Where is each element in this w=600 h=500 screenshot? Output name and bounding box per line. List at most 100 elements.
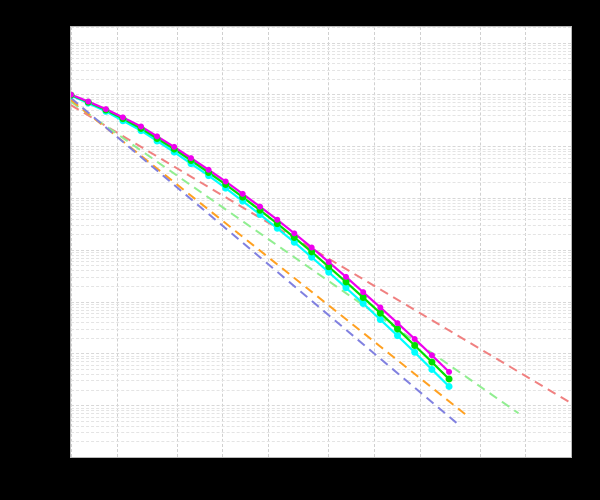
gridline-horizontal: [71, 54, 571, 56]
gridline-horizontal: [71, 151, 571, 153]
data-marker: [154, 133, 161, 140]
data-marker: [446, 368, 453, 375]
gridline-horizontal: [71, 368, 571, 370]
gridline-horizontal: [71, 249, 571, 251]
gridline-horizontal: [71, 286, 571, 287]
gridline-horizontal: [71, 420, 571, 422]
gridline-horizontal: [71, 313, 571, 315]
gridline-horizontal: [71, 364, 571, 366]
gridline-vertical: [71, 27, 72, 457]
gridline-horizontal: [71, 337, 571, 339]
gridline-horizontal: [71, 413, 571, 415]
gridline-horizontal: [71, 213, 571, 215]
gridline-horizontal: [71, 234, 571, 236]
data-marker: [343, 273, 349, 280]
gridline-horizontal: [71, 261, 571, 263]
gridline-horizontal: [71, 410, 571, 412]
gridline-horizontal: [71, 225, 571, 227]
data-marker: [376, 309, 384, 317]
data-marker: [376, 316, 384, 324]
reference-line-ref-lightgreen: [71, 100, 520, 415]
data-marker: [428, 365, 436, 373]
data-marker: [291, 230, 298, 237]
marker-group-series-green: [71, 91, 453, 383]
data-marker: [359, 294, 367, 301]
gridline-horizontal: [71, 206, 571, 208]
gridline-horizontal: [71, 200, 571, 202]
gridline-horizontal: [71, 425, 571, 427]
data-marker: [119, 114, 126, 121]
gridline-horizontal: [71, 42, 571, 44]
gridline-horizontal: [71, 154, 571, 156]
gridline-horizontal: [71, 389, 571, 391]
gridline-vertical: [116, 27, 118, 457]
gridline-horizontal: [71, 218, 571, 220]
gridline-horizontal: [71, 115, 571, 116]
gridline-horizontal: [71, 276, 571, 278]
plot-area: [70, 26, 572, 458]
gridline-horizontal: [71, 257, 571, 259]
gridline-horizontal: [71, 130, 571, 132]
gridline-horizontal: [71, 69, 571, 71]
data-marker: [445, 382, 453, 390]
gridline-horizontal: [71, 105, 571, 107]
data-marker: [274, 216, 281, 223]
data-marker: [359, 299, 367, 307]
gridline-horizontal: [71, 78, 571, 80]
gridline-horizontal: [71, 416, 571, 418]
gridline-vertical: [373, 27, 375, 457]
gridline-horizontal: [71, 182, 571, 184]
gridline-vertical: [525, 27, 527, 457]
gridline-horizontal: [71, 405, 571, 407]
gridline-horizontal: [71, 166, 571, 168]
data-marker: [377, 304, 384, 311]
gridline-horizontal: [71, 102, 571, 104]
data-marker: [394, 332, 402, 340]
gridline-horizontal: [71, 50, 571, 52]
data-marker: [257, 203, 264, 210]
data-marker: [342, 278, 350, 286]
series-svg: [71, 91, 571, 427]
gridline-horizontal: [71, 44, 571, 46]
gridline-horizontal: [71, 121, 571, 123]
data-marker: [308, 248, 316, 256]
data-marker: [308, 244, 315, 251]
data-marker: [411, 335, 418, 342]
gridline-vertical: [176, 27, 178, 457]
gridline-horizontal: [71, 63, 571, 65]
data-marker: [445, 375, 453, 383]
gridline-vertical: [328, 27, 330, 457]
gridline-horizontal: [71, 353, 571, 355]
data-line-series-green: [71, 94, 450, 380]
gridline-horizontal: [71, 374, 571, 375]
data-marker: [325, 268, 333, 276]
gridline-vertical: [571, 27, 572, 457]
marker-group-series-cyan: [71, 92, 453, 390]
data-marker: [188, 155, 195, 162]
data-marker: [325, 259, 332, 266]
data-marker: [360, 289, 367, 296]
gridline-horizontal: [71, 148, 571, 150]
gridline-horizontal: [71, 252, 571, 254]
gridline-horizontal: [71, 197, 571, 199]
data-marker: [222, 178, 229, 185]
gridline-horizontal: [71, 407, 571, 409]
gridline-horizontal: [71, 328, 571, 330]
gridline-horizontal: [71, 457, 571, 458]
data-marker: [102, 106, 109, 113]
gridline-vertical: [419, 27, 421, 457]
data-marker: [428, 352, 435, 359]
data-marker: [342, 284, 350, 292]
data-layer: [71, 27, 571, 457]
gridline-horizontal: [71, 432, 571, 434]
gridline-vertical: [268, 27, 270, 457]
data-marker: [428, 358, 436, 366]
gridline-horizontal: [71, 306, 571, 308]
gridline-horizontal: [71, 94, 571, 96]
data-marker: [308, 253, 316, 261]
gridline-horizontal: [71, 209, 571, 211]
gridline-horizontal: [71, 58, 571, 60]
gridline-horizontal: [71, 109, 571, 111]
gridline-horizontal: [71, 270, 571, 272]
